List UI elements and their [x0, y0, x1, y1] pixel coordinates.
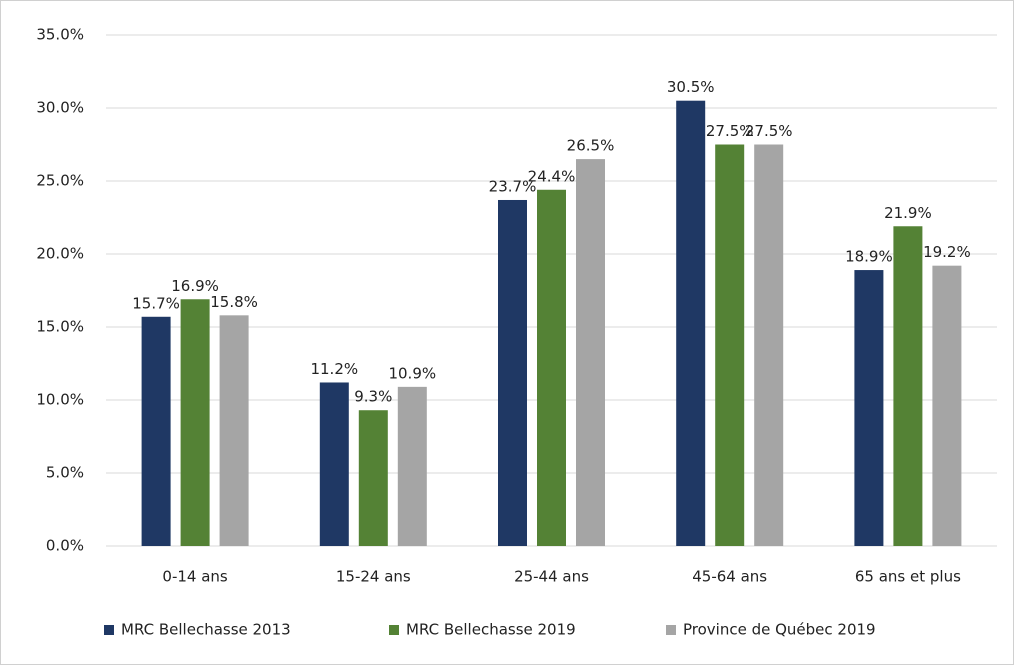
- data-label: 26.5%: [567, 137, 615, 155]
- y-tick-label: 35.0%: [36, 26, 84, 44]
- bar: [754, 144, 784, 546]
- data-label: 27.5%: [706, 122, 754, 140]
- bar: [537, 189, 566, 546]
- bar: [498, 199, 527, 547]
- data-label: 16.9%: [171, 277, 219, 295]
- x-tick-label: 0-14 ans: [162, 568, 228, 586]
- y-tick-label: 20.0%: [36, 245, 84, 263]
- data-label: 11.2%: [310, 360, 358, 378]
- bar: [397, 386, 427, 546]
- y-tick-label: 5.0%: [46, 464, 84, 482]
- data-label: 23.7%: [489, 177, 537, 195]
- legend-label: MRC Bellechasse 2013: [121, 621, 291, 639]
- data-label: 24.4%: [528, 167, 576, 185]
- y-tick-label: 0.0%: [46, 537, 84, 555]
- bar: [932, 265, 962, 546]
- bar: [893, 226, 923, 546]
- y-tick-label: 10.0%: [36, 391, 84, 409]
- bar: [141, 316, 171, 546]
- data-label: 15.8%: [210, 293, 258, 311]
- data-label: 19.2%: [923, 243, 971, 261]
- bar: [358, 410, 388, 546]
- data-label: 15.7%: [132, 294, 180, 312]
- legend-label: Province de Québec 2019: [683, 621, 876, 639]
- bar: [576, 159, 605, 546]
- x-tick-label: 25-44 ans: [514, 568, 589, 586]
- data-label: 21.9%: [884, 204, 932, 222]
- data-label: 27.5%: [745, 122, 793, 140]
- data-label: 18.9%: [845, 248, 893, 266]
- bar: [676, 100, 706, 546]
- data-label: 10.9%: [388, 364, 436, 382]
- legend-label: MRC Bellechasse 2019: [406, 621, 576, 639]
- data-label: 9.3%: [354, 388, 392, 406]
- bar: [319, 382, 349, 546]
- x-tick-label: 65 ans et plus: [855, 568, 961, 586]
- y-tick-label: 30.0%: [36, 99, 84, 117]
- bar: [715, 144, 745, 546]
- x-tick-label: 45-64 ans: [692, 568, 767, 586]
- data-label: 30.5%: [667, 78, 715, 96]
- legend-swatch: [389, 625, 399, 635]
- bar: [219, 315, 249, 546]
- legend-swatch: [666, 625, 676, 635]
- bar: [180, 299, 210, 546]
- y-tick-label: 15.0%: [36, 318, 84, 336]
- x-tick-label: 15-24 ans: [336, 568, 411, 586]
- legend-swatch: [104, 625, 114, 635]
- bar: [854, 270, 884, 546]
- y-tick-label: 25.0%: [36, 172, 84, 190]
